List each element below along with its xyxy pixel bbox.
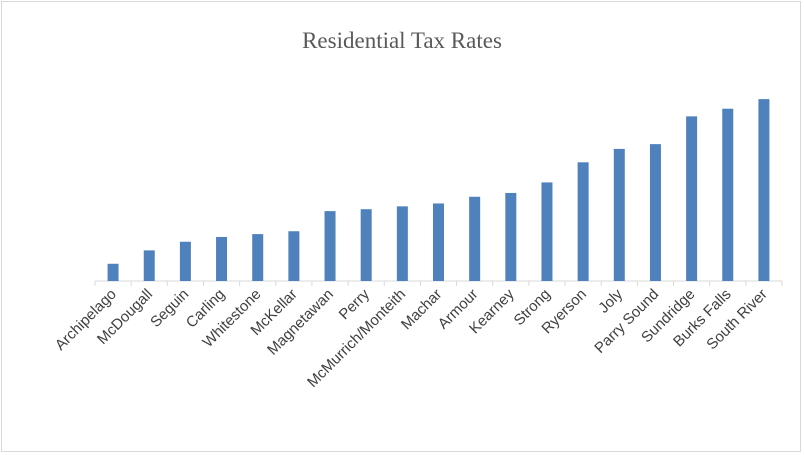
bar-magnetawan (324, 211, 336, 281)
x-tick-label: Joly (595, 285, 626, 316)
bar-mckellar (288, 231, 300, 281)
bar-archipelago (107, 263, 119, 281)
bar-mcmurrich-monteith (396, 206, 408, 281)
bar-seguin (179, 241, 191, 281)
bar-parry-sound (649, 144, 661, 281)
x-tick-label: Machar (398, 286, 445, 333)
x-tick-label: Seguin (147, 286, 192, 331)
bar-south-river (758, 99, 770, 282)
bar-perry (360, 209, 372, 281)
bar-whitestone (252, 234, 264, 281)
bar-ryerson (577, 162, 589, 281)
bar-joly (613, 148, 625, 281)
bar-sundridge (686, 116, 698, 281)
chart-title: Residential Tax Rates (302, 28, 502, 53)
bar-kearney (505, 192, 517, 281)
bar-armour (469, 196, 481, 281)
bar-mcdougall (143, 250, 155, 281)
bar-carling (216, 236, 228, 281)
bar-burks-falls (722, 108, 734, 281)
bar-machar (433, 203, 444, 281)
bar-strong (541, 182, 553, 281)
